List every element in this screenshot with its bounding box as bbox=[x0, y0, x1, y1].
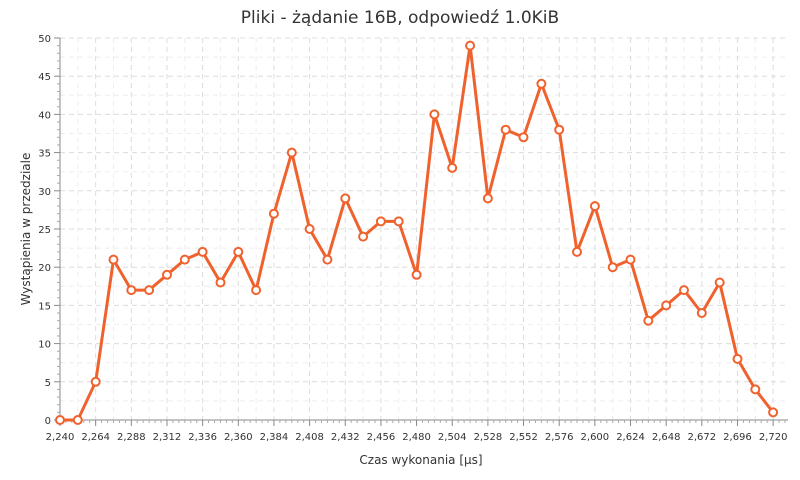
data-point bbox=[768, 407, 779, 418]
data-point bbox=[286, 147, 297, 158]
x-tick-label: 2,264 bbox=[81, 432, 110, 443]
data-point bbox=[215, 277, 226, 288]
y-tick-label: 20 bbox=[38, 263, 51, 274]
x-tick-label: 2,600 bbox=[581, 432, 610, 443]
data-point bbox=[251, 285, 262, 296]
data-point bbox=[233, 246, 244, 257]
data-point bbox=[482, 193, 493, 204]
x-tick-label: 2,504 bbox=[438, 432, 467, 443]
y-tick-label: 0 bbox=[45, 416, 51, 427]
data-point bbox=[179, 254, 190, 265]
y-tick-label: 35 bbox=[38, 149, 51, 160]
x-tick-label: 2,624 bbox=[616, 432, 645, 443]
data-point bbox=[554, 124, 565, 135]
x-tick-label: 2,384 bbox=[260, 432, 289, 443]
data-point bbox=[375, 216, 386, 227]
data-point bbox=[429, 109, 440, 120]
y-tick-label: 40 bbox=[38, 110, 51, 121]
x-tick-label: 2,480 bbox=[402, 432, 431, 443]
x-tick-label: 2,696 bbox=[723, 432, 752, 443]
data-point bbox=[108, 254, 119, 265]
data-point bbox=[162, 269, 172, 280]
x-tick-label: 2,336 bbox=[188, 432, 217, 443]
data-point bbox=[268, 208, 279, 219]
y-tick-label: 10 bbox=[38, 340, 51, 351]
data-point bbox=[714, 277, 725, 288]
y-axis-label: Wystąpienia w przedziale bbox=[19, 153, 33, 306]
data-point bbox=[572, 246, 582, 257]
data-point bbox=[607, 262, 618, 273]
data-point bbox=[643, 315, 654, 326]
data-point bbox=[589, 201, 600, 212]
x-tick-label: 2,552 bbox=[509, 432, 538, 443]
data-point bbox=[304, 224, 315, 234]
data-point bbox=[411, 269, 422, 280]
chart-title: Pliki - żądanie 16B, odpowiedź 1.0KiB bbox=[241, 8, 559, 28]
data-point bbox=[465, 40, 476, 51]
data-point bbox=[358, 231, 369, 242]
data-point bbox=[393, 216, 404, 227]
series bbox=[55, 40, 779, 425]
y-tick-label: 25 bbox=[38, 225, 51, 236]
x-tick-label: 2,312 bbox=[153, 432, 182, 443]
x-tick-label: 2,432 bbox=[331, 432, 360, 443]
data-point bbox=[90, 376, 101, 387]
x-tick-label: 2,648 bbox=[652, 432, 681, 443]
data-point bbox=[696, 308, 707, 318]
y-tick-label: 50 bbox=[38, 34, 51, 45]
y-tick-label: 15 bbox=[38, 301, 51, 312]
x-tick-label: 2,672 bbox=[688, 432, 717, 443]
x-tick-label: 2,528 bbox=[474, 432, 503, 443]
data-point bbox=[144, 285, 155, 296]
x-axis-label: Czas wykonania [µs] bbox=[359, 453, 482, 467]
data-point bbox=[126, 285, 137, 296]
data-point bbox=[750, 384, 761, 395]
x-tick-label: 2,456 bbox=[367, 432, 396, 443]
y-tick-label: 45 bbox=[38, 72, 51, 83]
data-point bbox=[679, 285, 689, 296]
data-point bbox=[55, 415, 65, 425]
x-tick-label: 2,408 bbox=[295, 432, 324, 443]
data-point bbox=[518, 132, 529, 143]
y-tick-label: 30 bbox=[38, 187, 51, 198]
data-point bbox=[732, 353, 743, 364]
x-tick-label: 2,360 bbox=[224, 432, 253, 443]
data-point bbox=[625, 254, 636, 265]
x-tick-label: 2,720 bbox=[759, 432, 788, 443]
x-tick-label: 2,288 bbox=[117, 432, 146, 443]
data-point bbox=[661, 300, 672, 311]
data-point bbox=[322, 254, 333, 265]
y-tick-label: 5 bbox=[45, 378, 51, 389]
data-point bbox=[447, 162, 458, 173]
data-point bbox=[536, 78, 547, 89]
data-point bbox=[340, 193, 351, 204]
x-tick-label: 2,576 bbox=[545, 432, 574, 443]
axes: 0 5 10 15 20 25 30 35 40 45 50 2,240 2,264 2,288 2,312… bbox=[38, 34, 788, 443]
grid bbox=[59, 37, 788, 421]
x-tick-label: 2,240 bbox=[46, 432, 75, 443]
data-point bbox=[72, 415, 83, 425]
data-point bbox=[197, 246, 208, 257]
data-point bbox=[500, 124, 511, 135]
